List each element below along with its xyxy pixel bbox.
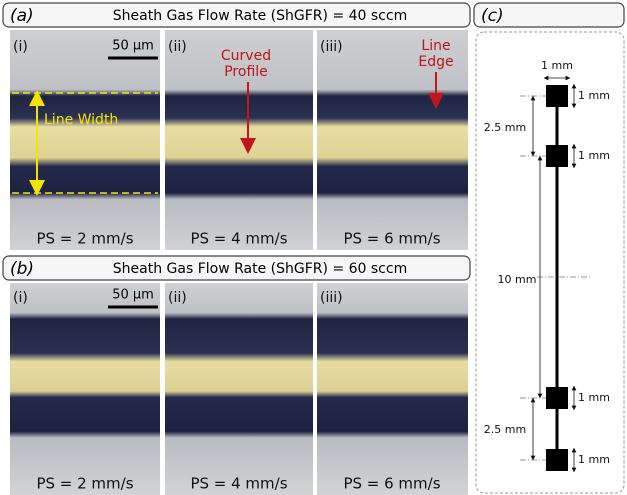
header [2, 2, 471, 28]
micrograph [165, 30, 313, 250]
caption: PS = 4 mm/s [190, 475, 287, 493]
annotation: Line Width [44, 112, 118, 128]
dimension-label: 1 mm [578, 453, 610, 466]
image-label: (ii) [168, 290, 187, 306]
dimension-label: 1 mm [578, 89, 610, 102]
dimension-label: 1 mm [578, 391, 610, 404]
image-label: (i) [13, 290, 28, 306]
header [473, 2, 625, 28]
annotation: Line [421, 38, 450, 54]
scale-bar-label: 50 µm [112, 39, 154, 54]
panel-title: Sheath Gas Flow Rate (ShGFR) = 60 sccm [113, 261, 407, 277]
panel-label: (b) [10, 259, 34, 279]
image-label: (iii) [320, 290, 343, 306]
caption: PS = 6 mm/s [343, 230, 440, 248]
micrograph [10, 30, 160, 250]
diagram-frame [475, 31, 625, 494]
panel-label: (c) [481, 6, 504, 26]
header [2, 255, 471, 281]
micrograph [165, 283, 313, 495]
micrograph [317, 30, 468, 250]
annotation: Edge [418, 54, 453, 70]
dimension-lines [530, 75, 577, 473]
caption: PS = 4 mm/s [190, 230, 287, 248]
panel-title: Sheath Gas Flow Rate (ShGFR) = 40 sccm [113, 8, 407, 24]
pad [546, 85, 568, 107]
caption: PS = 6 mm/s [343, 475, 440, 493]
image-label: (i) [13, 39, 28, 55]
scale-bar-label: 50 µm [112, 288, 154, 303]
dimension-label: 1 mm [578, 149, 610, 162]
pad [546, 387, 568, 409]
image-label: (ii) [168, 39, 187, 55]
panel-label: (a) [10, 6, 34, 26]
dimension-label: 10 mm [498, 273, 537, 286]
pad [546, 449, 568, 471]
dimension-label: 2.5 mm [484, 121, 526, 134]
panel-c: (c) 1 mm 1 mm 2.5 mm 1 mm 10 mm 1 m [473, 2, 625, 494]
annotation: Profile [224, 64, 268, 80]
caption: PS = 2 mm/s [36, 230, 133, 248]
caption: PS = 2 mm/s [36, 475, 133, 493]
panel-b: (b) Sheath Gas Flow Rate (ShGFR) = 60 sc… [2, 255, 471, 495]
image-label: (iii) [320, 39, 343, 55]
dimension-label: 1 mm [541, 59, 573, 72]
micrograph [317, 283, 468, 495]
dimension-label: 2.5 mm [484, 423, 526, 436]
micrograph [10, 283, 160, 495]
annotation: Curved [221, 48, 271, 64]
panel-a: (a) Sheath Gas Flow Rate (ShGFR) = 40 sc… [2, 2, 471, 250]
pad [546, 145, 568, 167]
